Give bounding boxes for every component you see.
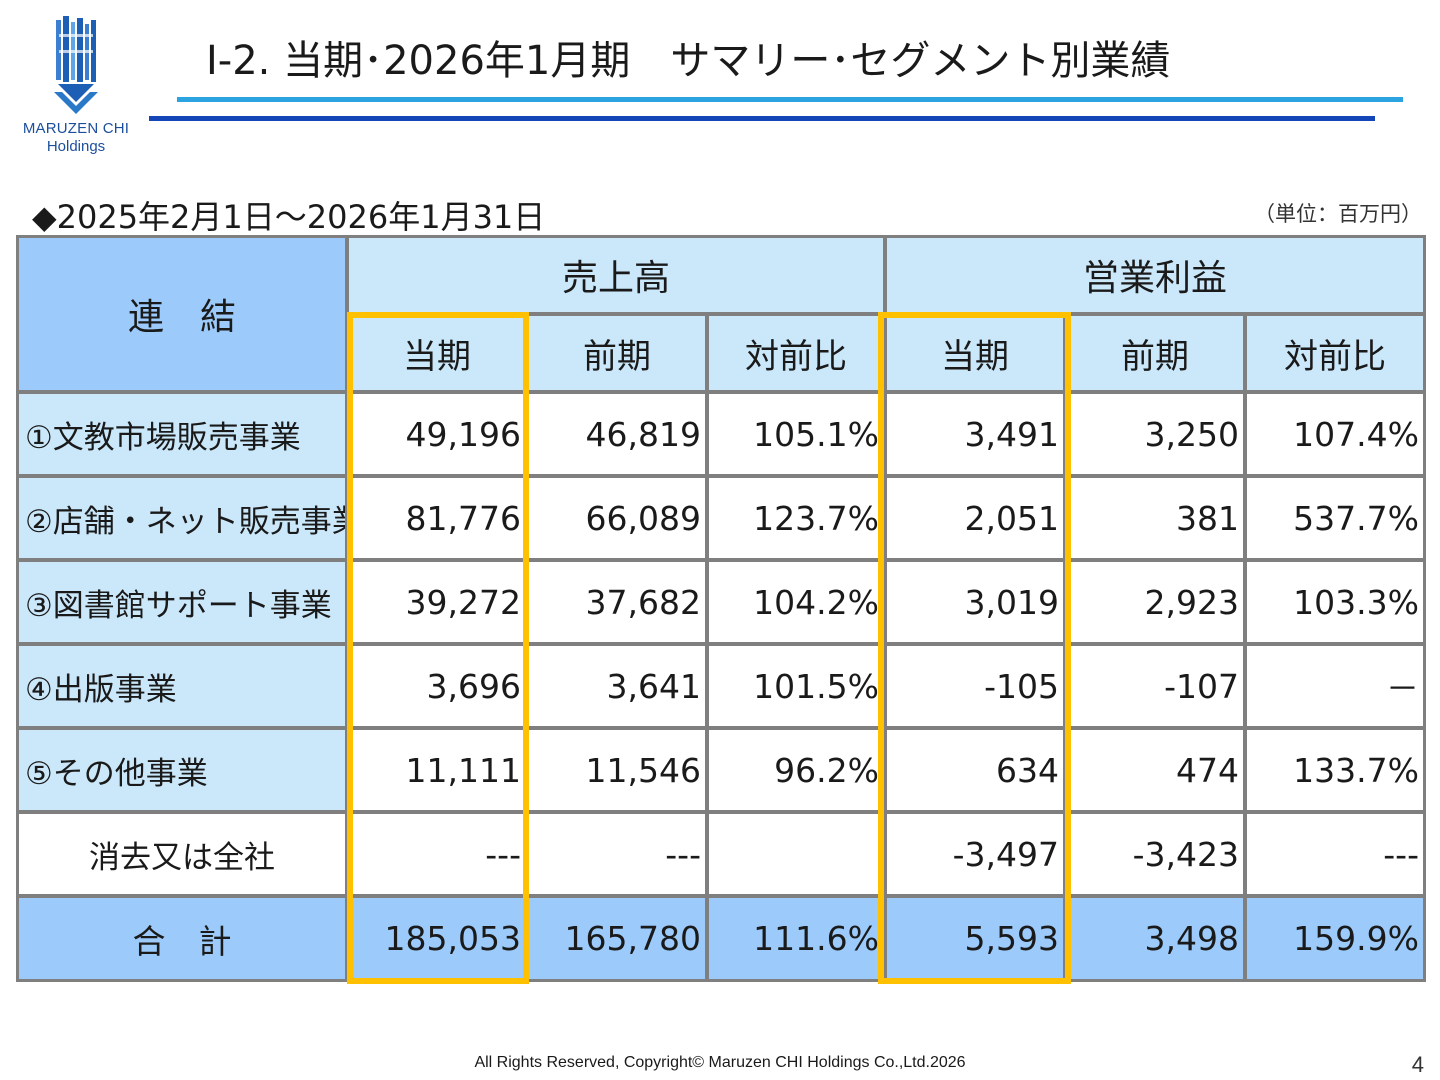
group-header-operating-profit: 営業利益 xyxy=(887,238,1423,312)
cell-profit-previous: 2,923 xyxy=(1067,562,1243,642)
cell-profit-current: 2,051 xyxy=(887,478,1063,558)
total-sales-current: 185,053 xyxy=(349,898,525,979)
cell-sales-previous: 3,641 xyxy=(529,646,705,726)
cell-sales-current: 3,696 xyxy=(349,646,525,726)
unit-label: （単位：百万円） xyxy=(1254,202,1422,226)
cell-sales-yoy: 101.5% xyxy=(709,646,883,726)
row-label: ③図書館サポート事業 xyxy=(19,562,345,642)
slide-title: Ⅰ-2. 当期･2026年1月期 サマリー･セグメント別業績 xyxy=(206,38,1171,84)
period-label: ◆2025年2月1日～2026年1月31日 xyxy=(32,198,546,236)
logo-text-line2: Holdings xyxy=(46,138,106,155)
cell-sales-yoy: 105.1% xyxy=(709,394,883,474)
cell-sales-previous: 11,546 xyxy=(529,730,705,810)
cell-sales-yoy xyxy=(709,814,883,894)
title-rule-light xyxy=(177,97,1403,102)
cell-sales-yoy: 96.2% xyxy=(709,730,883,810)
subheader-sales-previous: 前期 xyxy=(529,316,705,390)
total-sales-yoy: 111.6% xyxy=(709,898,883,979)
cell-profit-current: -3,497 xyxy=(887,814,1063,894)
row-label: ①文教市場販売事業 xyxy=(19,394,345,474)
cell-sales-current: 11,111 xyxy=(349,730,525,810)
subheader-profit-previous: 前期 xyxy=(1067,316,1243,390)
cell-profit-yoy: --- xyxy=(1247,814,1423,894)
cell-sales-previous: 37,682 xyxy=(529,562,705,642)
total-profit-yoy: 159.9% xyxy=(1247,898,1423,979)
group-header-sales: 売上高 xyxy=(349,238,883,312)
cell-profit-previous: 381 xyxy=(1067,478,1243,558)
cell-profit-previous: -3,423 xyxy=(1067,814,1243,894)
cell-profit-yoy: 103.3% xyxy=(1247,562,1423,642)
cell-sales-current: 39,272 xyxy=(349,562,525,642)
cell-profit-yoy: 133.7% xyxy=(1247,730,1423,810)
cell-profit-yoy: 107.4% xyxy=(1247,394,1423,474)
cell-sales-previous: 46,819 xyxy=(529,394,705,474)
subheader-sales-current: 当期 xyxy=(349,316,525,390)
segment-results-table: 連 結 売上高 営業利益 当期 前期 対前比 当期 前期 対前比 ①文教市場販売… xyxy=(16,235,1426,982)
cell-sales-current: 81,776 xyxy=(349,478,525,558)
row-label: ④出版事業 xyxy=(19,646,345,726)
company-logo: MARUZEN CHI Holdings xyxy=(14,14,138,160)
page-number: 4 xyxy=(1411,1052,1424,1077)
copyright-footer: All Rights Reserved, Copyright© Maruzen … xyxy=(474,1054,966,1071)
total-label: 合 計 xyxy=(19,898,345,979)
cell-profit-current: 634 xyxy=(887,730,1063,810)
total-profit-previous: 3,498 xyxy=(1067,898,1243,979)
logo-text-line1: MARUZEN CHI xyxy=(22,120,130,137)
title-rule-dark xyxy=(149,116,1375,121)
cell-sales-current: 49,196 xyxy=(349,394,525,474)
cell-profit-yoy: － xyxy=(1247,646,1423,726)
subheader-profit-yoy: 対前比 xyxy=(1247,316,1423,390)
cell-profit-previous: -107 xyxy=(1067,646,1243,726)
cell-sales-yoy: 123.7% xyxy=(709,478,883,558)
cell-profit-current: 3,019 xyxy=(887,562,1063,642)
corner-header: 連 結 xyxy=(19,238,345,390)
row-label: ⑤その他事業 xyxy=(19,730,345,810)
cell-profit-current: 3,491 xyxy=(887,394,1063,474)
total-profit-current: 5,593 xyxy=(887,898,1063,979)
row-label-elimination: 消去又は全社 xyxy=(19,814,345,894)
logo-mark xyxy=(54,16,98,114)
cell-sales-previous: --- xyxy=(529,814,705,894)
row-label: ②店舗・ネット販売事業 xyxy=(19,478,345,558)
total-sales-previous: 165,780 xyxy=(529,898,705,979)
subheader-sales-yoy: 対前比 xyxy=(709,316,883,390)
cell-sales-yoy: 104.2% xyxy=(709,562,883,642)
cell-profit-previous: 474 xyxy=(1067,730,1243,810)
cell-sales-previous: 66,089 xyxy=(529,478,705,558)
cell-profit-previous: 3,250 xyxy=(1067,394,1243,474)
subheader-profit-current: 当期 xyxy=(887,316,1063,390)
cell-profit-yoy: 537.7% xyxy=(1247,478,1423,558)
cell-sales-current: --- xyxy=(349,814,525,894)
cell-profit-current: -105 xyxy=(887,646,1063,726)
